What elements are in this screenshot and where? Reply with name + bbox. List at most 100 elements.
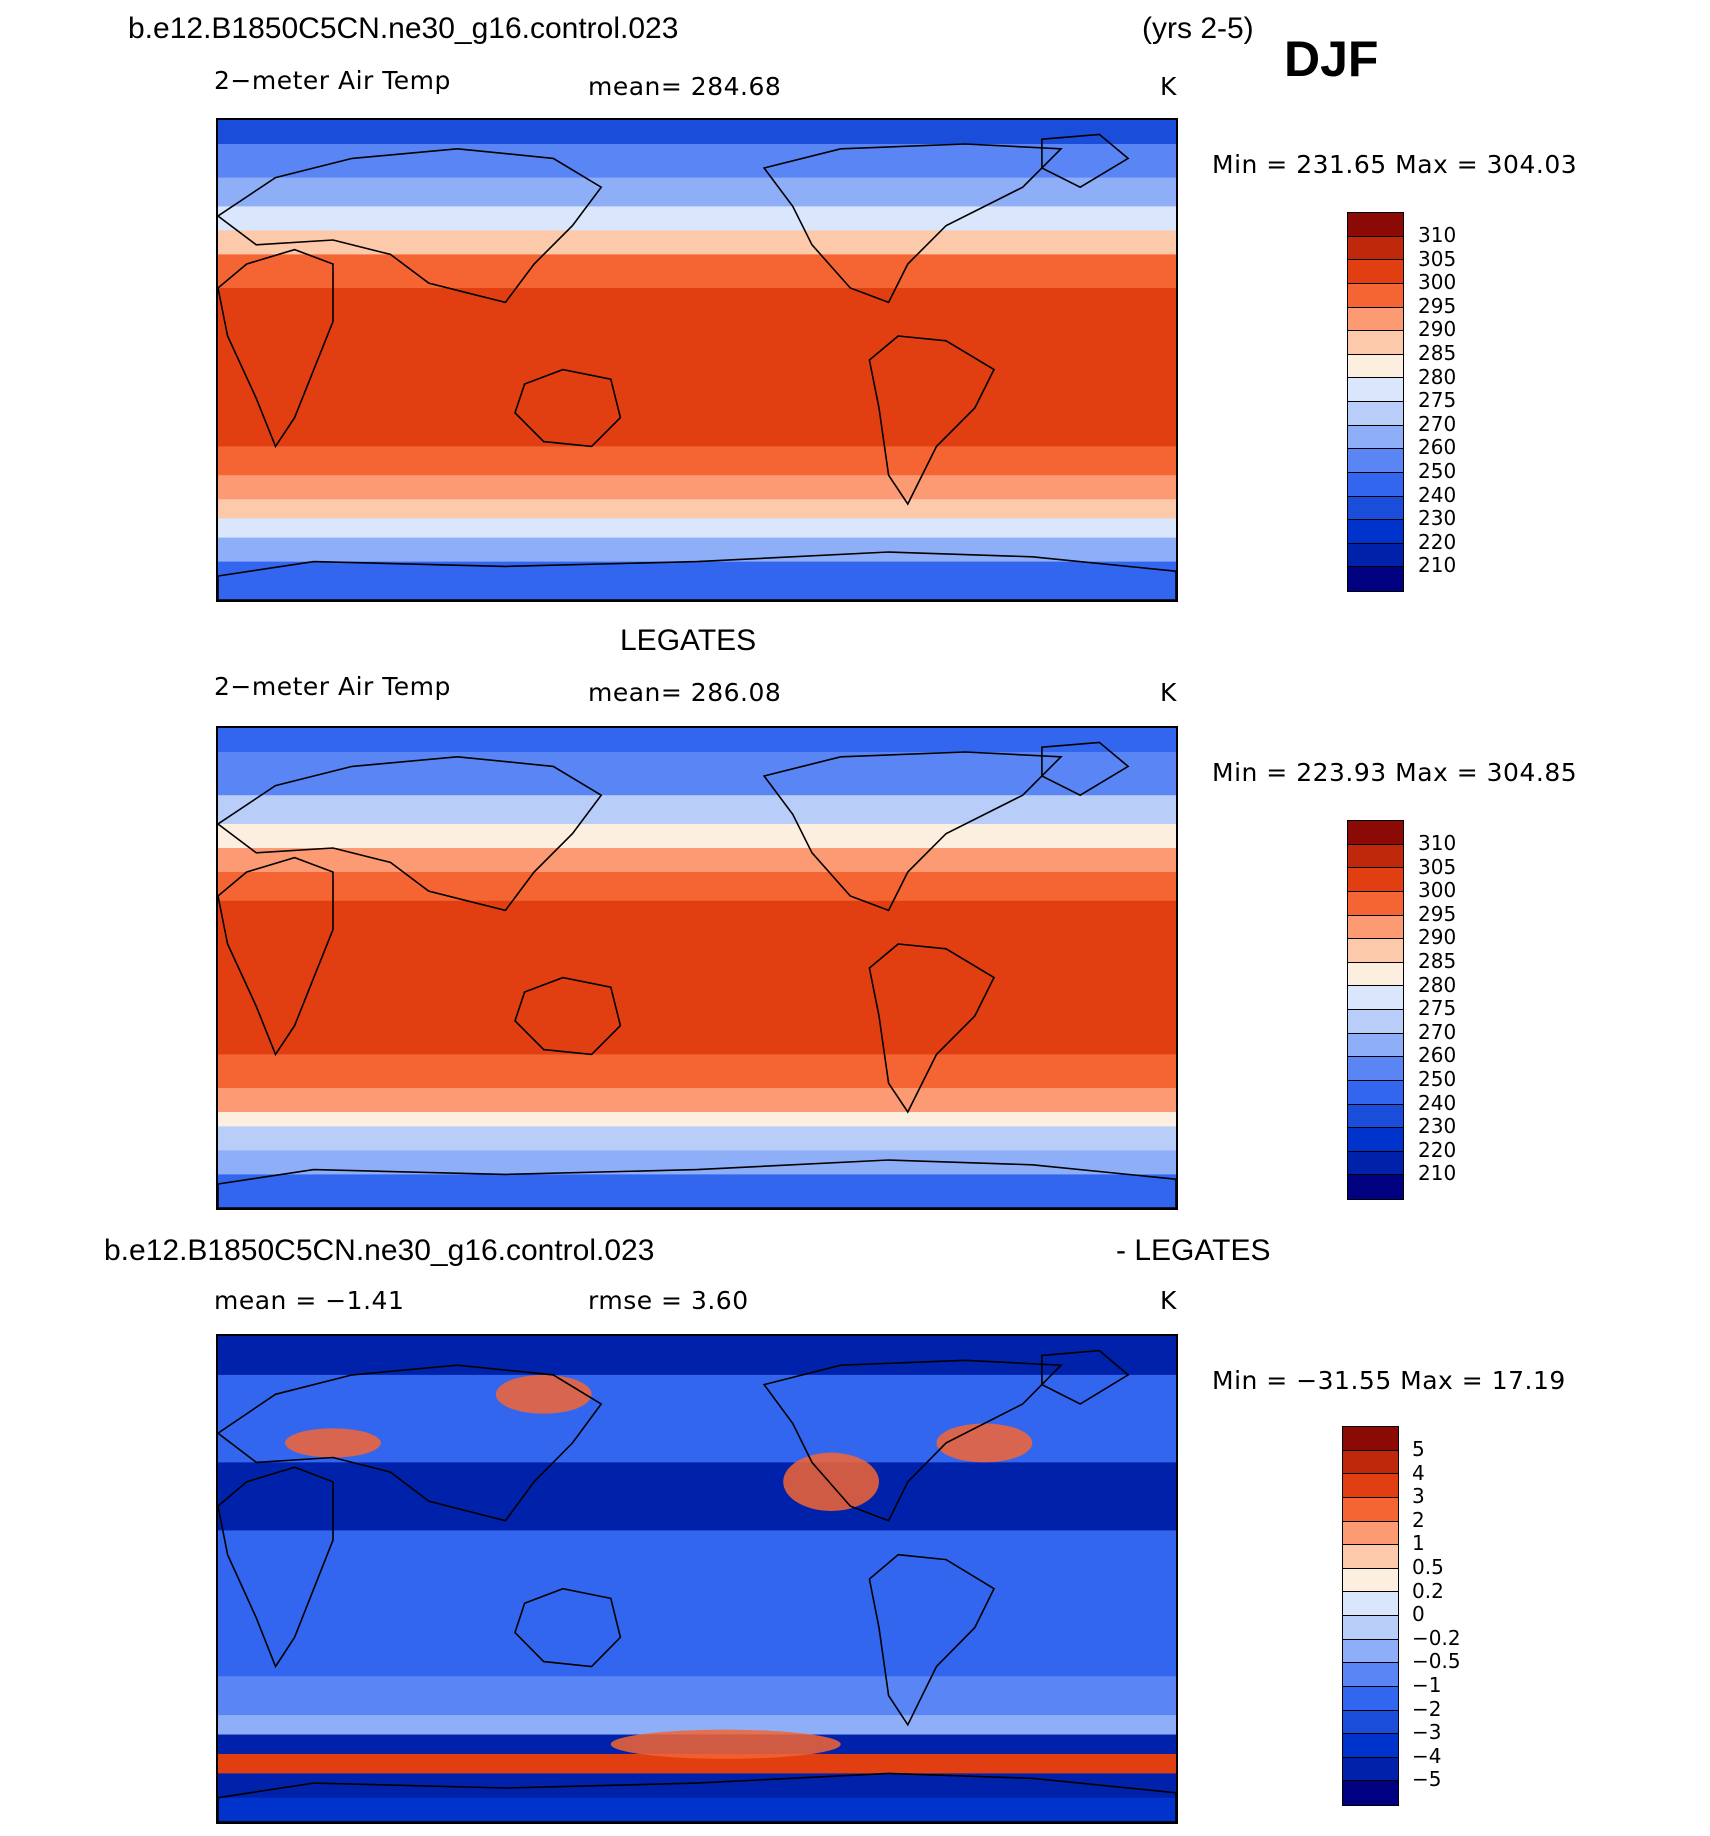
coastline: [762, 143, 1063, 304]
coastline: [218, 755, 603, 912]
colorbar-swatch: [1348, 1151, 1403, 1176]
map-band: [218, 254, 1176, 289]
map-band: [218, 230, 1176, 256]
colorbar-label: 290: [1418, 317, 1457, 342]
panel3-map: [216, 1334, 1178, 1824]
coastline: [868, 335, 996, 506]
colorbar-label: 270: [1418, 411, 1457, 436]
map-band: [218, 206, 1176, 232]
colorbar-label: 220: [1418, 1137, 1457, 1162]
panel3-mean: mean = −1.41: [214, 1286, 405, 1315]
map-band: [218, 1797, 1176, 1822]
map-band: [218, 144, 1176, 179]
coastline: [514, 1587, 622, 1668]
colorbar-swatch: [1348, 307, 1403, 332]
colorbar-swatch: [1343, 1616, 1398, 1640]
colorbar-swatch: [1348, 844, 1403, 869]
coastline: [1041, 741, 1130, 797]
colorbar-swatch: [1348, 891, 1403, 916]
map-band: [218, 1150, 1176, 1176]
panel3-colorbar-labels: 5 4 3 2 1 0.5 0.2 0 −0.2 −0.5 −1 −2 −3 −4 −5: [1412, 1437, 1461, 1792]
map-band: [218, 1715, 1176, 1736]
panel1-map: [216, 118, 1178, 602]
colorbar-swatch: [1348, 213, 1403, 237]
coastline: [868, 1553, 996, 1727]
colorbar-label: 295: [1418, 901, 1457, 926]
colorbar-swatch: [1348, 260, 1403, 284]
map-band: [218, 1462, 1176, 1532]
coastline: [514, 368, 622, 448]
colorbar-label: −0.2: [1412, 1625, 1461, 1650]
map-band: [218, 537, 1176, 563]
colorbar-swatch: [1348, 1033, 1403, 1058]
colorbar-swatch: [1348, 425, 1403, 450]
colorbar-swatch: [1348, 354, 1403, 379]
map-band: [218, 795, 1176, 825]
colorbar-label: 300: [1418, 270, 1457, 295]
colorbar-swatch: [1343, 1710, 1398, 1735]
colorbar-swatch: [1343, 1781, 1398, 1805]
colorbar-swatch: [1348, 236, 1403, 261]
coastline: [514, 976, 622, 1056]
map-band: [218, 1753, 1176, 1775]
colorbar-swatch: [1348, 520, 1403, 544]
colorbar-label: 1: [1412, 1531, 1425, 1556]
coastline: [1041, 133, 1130, 189]
colorbar-swatch: [1348, 331, 1403, 355]
colorbar-swatch: [1348, 1175, 1403, 1199]
map-band: [218, 1126, 1176, 1152]
coastline: [218, 1364, 603, 1522]
coastline: [218, 551, 1176, 600]
coastline: [218, 1466, 334, 1669]
colorbar-swatch: [1343, 1497, 1398, 1522]
panel1-variable: 2−meter Air Temp: [214, 66, 451, 95]
map-band: [218, 288, 1176, 448]
colorbar-swatch: [1343, 1734, 1398, 1758]
colorbar-swatch: [1348, 1080, 1403, 1105]
colorbar-swatch: [1343, 1663, 1398, 1687]
anomaly-patch: [936, 1423, 1033, 1463]
colorbar-label: 310: [1418, 223, 1457, 247]
colorbar-swatch: [1348, 868, 1403, 892]
panel2-colorbar: [1347, 820, 1404, 1200]
colorbar-swatch: [1348, 986, 1403, 1010]
colorbar-label: 0: [1412, 1602, 1425, 1627]
map-band: [218, 1336, 1176, 1376]
map-band: [218, 872, 1176, 902]
colorbar-swatch: [1348, 1104, 1403, 1129]
colorbar-label: 3: [1412, 1484, 1425, 1509]
panel2-units: K: [1160, 678, 1177, 707]
colorbar-swatch: [1343, 1545, 1398, 1569]
colorbar-swatch: [1343, 1592, 1398, 1616]
panel1-units: K: [1160, 72, 1177, 101]
coastline: [1041, 1349, 1130, 1405]
map-band: [218, 1054, 1176, 1089]
colorbar-label: 295: [1418, 293, 1457, 318]
colorbar-swatch: [1343, 1474, 1398, 1498]
colorbar-label: 270: [1418, 1019, 1457, 1044]
panel2-colorbar-labels: 310 305 300 295 290 285 280 275 270 260 250 240 230 2…: [1418, 831, 1457, 1186]
colorbar-label: −3: [1412, 1720, 1442, 1745]
colorbar-label: −1: [1412, 1672, 1442, 1697]
map-band: [218, 446, 1176, 477]
panel2-mean: mean= 286.08: [588, 678, 782, 707]
panel3-colorbar: [1342, 1426, 1399, 1806]
colorbar-swatch: [1343, 1427, 1398, 1451]
coastline: [218, 1772, 1176, 1822]
coastline: [868, 943, 996, 1114]
coastline: [218, 856, 334, 1057]
colorbar-swatch: [1348, 1057, 1403, 1081]
colorbar-swatch: [1348, 543, 1403, 568]
map-band: [218, 499, 1176, 520]
map-band: [218, 848, 1176, 873]
colorbar-label: 280: [1418, 364, 1457, 389]
anomaly-patch: [610, 1729, 841, 1759]
map-band: [218, 824, 1176, 849]
anomaly-patch: [285, 1428, 381, 1458]
colorbar-label: 300: [1418, 878, 1457, 903]
map-band: [218, 518, 1176, 539]
colorbar-label: 260: [1418, 435, 1457, 460]
colorbar-swatch: [1343, 1686, 1398, 1711]
map-band: [218, 1088, 1176, 1113]
diff-case-title: b.e12.B1850C5CN.ne30_g16.control.023: [104, 1234, 655, 1267]
